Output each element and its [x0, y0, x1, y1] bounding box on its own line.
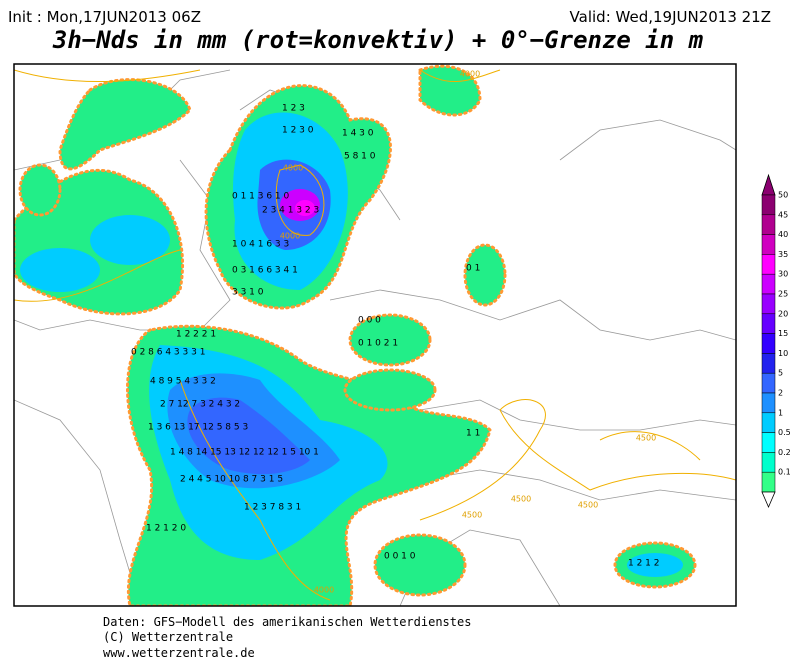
colorbar-label: 20 [778, 309, 788, 318]
colorbar-label: 35 [778, 250, 788, 259]
colorbar-label: 5 [778, 369, 783, 378]
footer-line: Daten: GFS−Modell des amerikanischen Wet… [103, 615, 471, 629]
contour-label: 4000 [283, 164, 303, 173]
contour-label: 4500 [462, 511, 482, 520]
colorbar-label: 10 [778, 349, 788, 358]
precip-value: 1 2 1 2 [628, 559, 660, 569]
map-frame [13, 63, 737, 607]
map-values: 1 2 3 1 2 3 0 1 4 3 0 5 8 1 0 0 1 1 3 6 1 0 2… [131, 104, 660, 569]
colorbar: 50 45 40 35 30 25 20 15 10 5 2 1 0.5 0.2 0.1 [761, 173, 791, 509]
colorbar-swatch [761, 194, 776, 216]
precip-value: 1 2 3 7 8 3 1 [244, 503, 301, 513]
precip-value: 2 4 4 5 10 10 8 7 3 1 5 [180, 475, 283, 485]
contour-label: 4000 [460, 70, 480, 79]
colorbar-swatch [761, 214, 776, 235]
precip-value: 1 4 8 14 15 13 12 12 12 1 5 10 1 [170, 448, 319, 458]
contour-labels: 4000 4000 4000 4000 4500 4500 4500 4500 [280, 70, 656, 595]
colorbar-cap [761, 173, 776, 196]
colorbar-swatch [761, 432, 776, 453]
colorbar-swatch [761, 471, 776, 493]
precip-value: 2 3 4 1 3 2 3 [262, 206, 319, 216]
colorbar-label: 0.1 [778, 468, 791, 477]
colorbar-label: 30 [778, 270, 788, 279]
colorbar-swatch [761, 254, 776, 275]
precip-value: 1 4 3 0 [342, 129, 374, 139]
precip-value: 0 2 8 6 4 3 3 3 1 [131, 348, 205, 358]
contour-label: 4000 [314, 586, 334, 595]
colorbar-label: 1 [778, 408, 783, 417]
footer-line: (C) Wetterzentrale [103, 630, 233, 644]
precip-value: 0 0 1 0 [384, 552, 416, 562]
precip-value: 2 7 12 7 3 2 4 3 2 [160, 400, 240, 410]
init-text: Init : Mon,17JUN2013 06Z [8, 8, 201, 26]
contour-label: 4500 [578, 501, 598, 510]
precip-value: 3 3 1 0 [232, 288, 264, 298]
colorbar-swatch [761, 353, 776, 374]
precip-value: 5 8 1 0 [344, 152, 376, 162]
precip-value: 0 1 0 2 1 [358, 339, 398, 349]
colorbar-swatch [761, 372, 776, 394]
colorbar-swatch [761, 273, 776, 295]
precip-value: 1 2 1 2 0 [146, 524, 186, 534]
precip-value: 1 0 4 1 6 3 3 [232, 240, 289, 250]
precip-value: 1 2 3 [282, 104, 305, 114]
colorbar-label: 2 [778, 389, 783, 398]
precip-value: 1 1 [466, 429, 480, 439]
colorbar-swatch [761, 234, 776, 255]
colorbar-label: 0.5 [778, 428, 791, 437]
colorbar-label: 50 [778, 191, 788, 200]
precip-value: 1 2 3 0 [282, 126, 314, 136]
colorbar-label: 15 [778, 329, 788, 338]
contour-label: 4500 [511, 495, 531, 504]
map-title: 3h−Nds in mm (rot=konvektiv) + 0°−Grenze… [52, 26, 704, 54]
colorbar-label: 45 [778, 210, 788, 219]
colorbar-swatch [761, 313, 776, 334]
contour-label: 4000 [280, 232, 300, 241]
colorbar-label: 25 [778, 290, 788, 299]
colorbar-swatch [761, 392, 776, 414]
contour-label: 4500 [636, 434, 656, 443]
colorbar-swatch [761, 412, 776, 433]
precip-core [20, 112, 683, 577]
colorbar-label: 0.2 [778, 448, 791, 457]
precip-value: 1 2 2 2 1 [176, 330, 216, 340]
freezing-level-contours [14, 69, 736, 601]
colorbar-swatch [761, 293, 776, 315]
valid-text: Valid: Wed,19JUN2013 21Z [570, 8, 771, 26]
precip-value: 0 1 1 3 6 1 0 [232, 192, 290, 202]
colorbar-swatch [761, 333, 776, 354]
precip-value: 4 8 9 5 4 3 3 2 [150, 377, 216, 387]
colorbar-cap [761, 491, 776, 509]
colorbar-label: 40 [778, 230, 788, 239]
precip-value: 0 1 [466, 264, 480, 274]
precip-value: 0 3 1 6 6 3 4 1 [232, 266, 298, 276]
footer-line: www.wetterzentrale.de [103, 646, 255, 660]
precip-value: 1 3 6 13 17 12 5 8 5 3 [148, 423, 248, 433]
precip-value: 0 0 0 [358, 316, 381, 326]
colorbar-swatch [761, 452, 776, 473]
